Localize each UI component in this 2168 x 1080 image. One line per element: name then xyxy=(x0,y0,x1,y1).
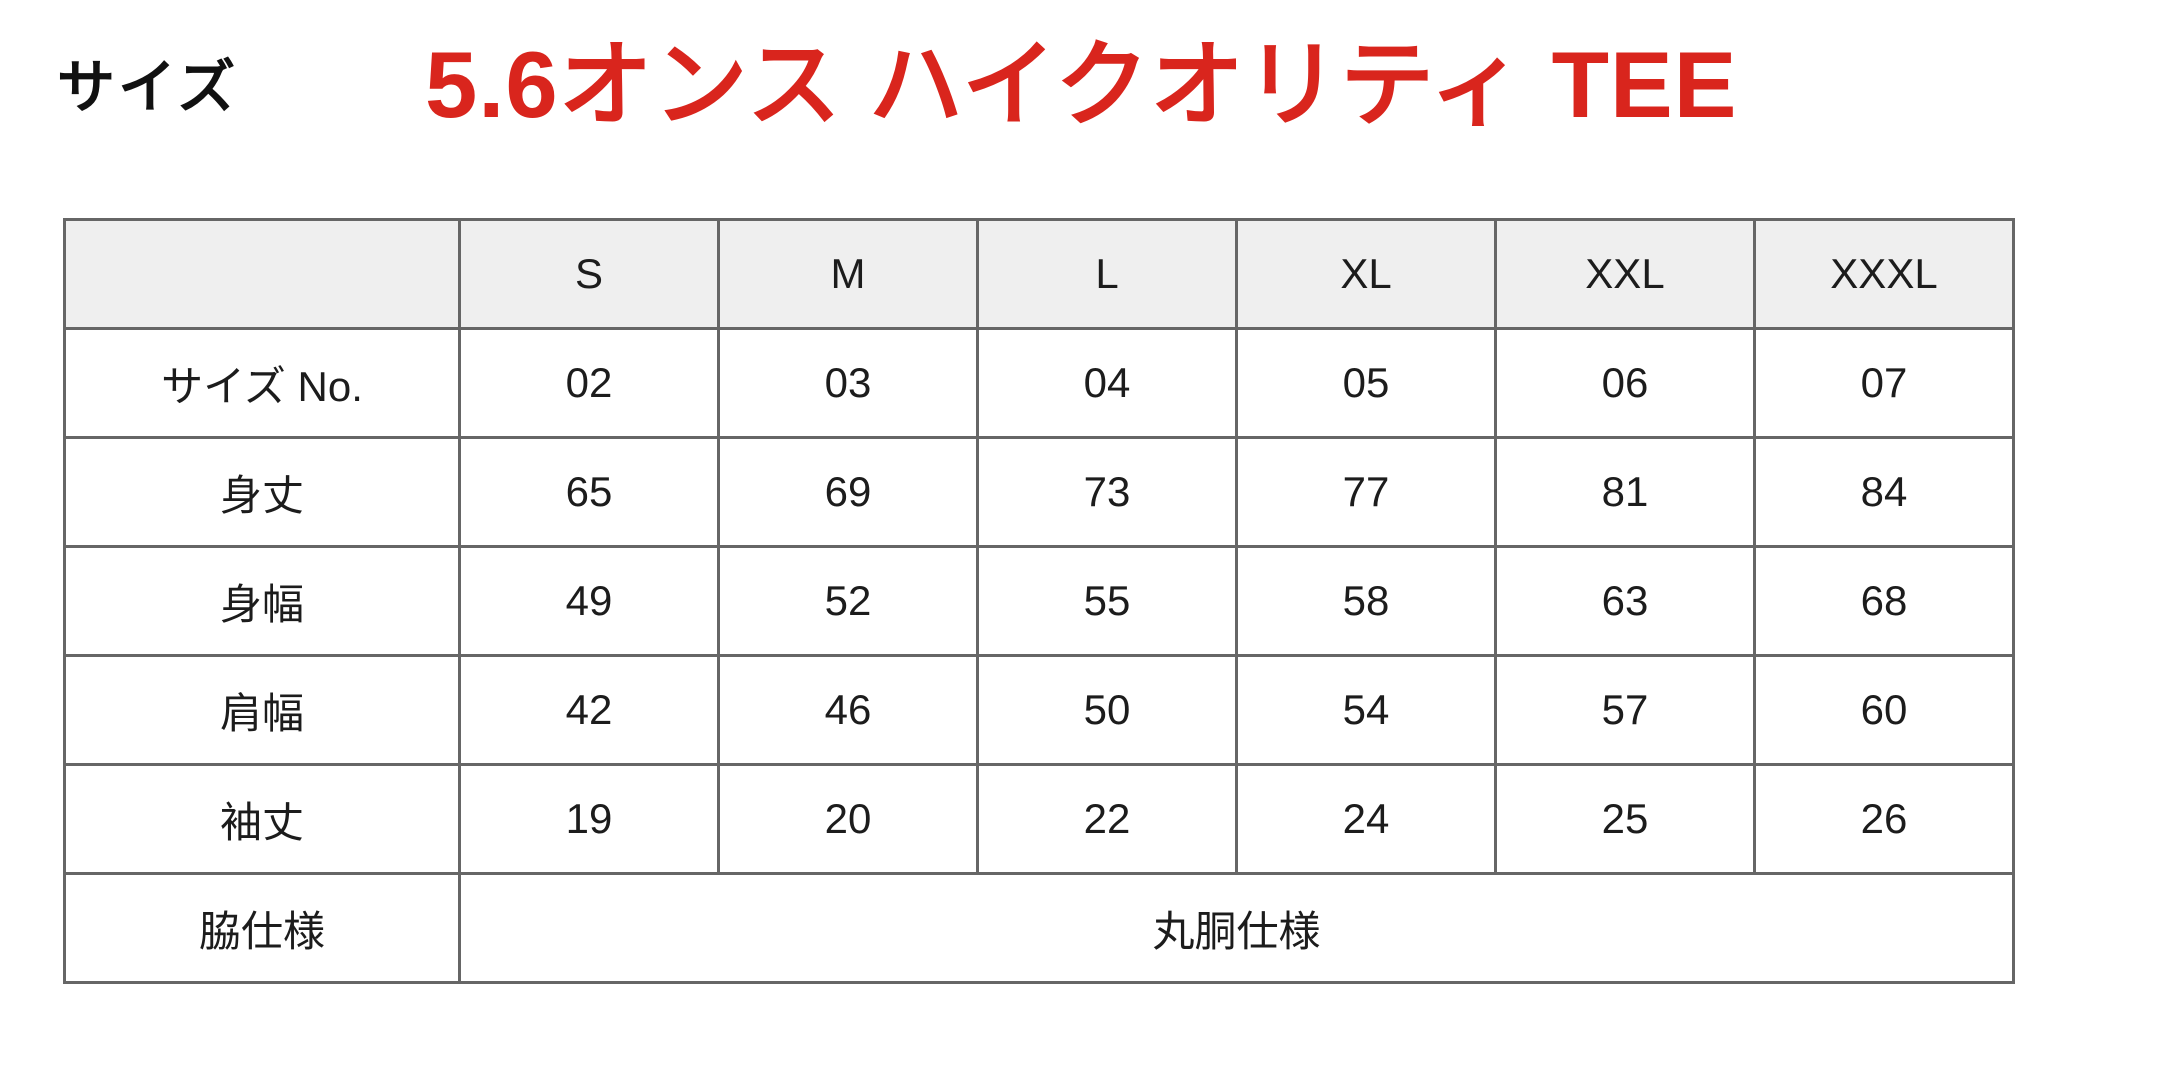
row-label-body-length: 身丈 xyxy=(63,436,461,548)
row-label-sleeve-length: 袖丈 xyxy=(63,763,461,875)
size-value-cell: 60 xyxy=(1753,654,2015,766)
table-row-body-length: 身丈 65 69 73 77 81 84 xyxy=(63,436,2015,548)
size-column-header-xxxl: XXXL xyxy=(1753,218,2015,330)
size-value-cell: 06 xyxy=(1494,327,1756,439)
table-row-shoulder-width: 肩幅 42 46 50 54 57 60 xyxy=(63,654,2015,766)
size-value-cell: 26 xyxy=(1753,763,2015,875)
product-title: 5.6オンス ハイクオリティ TEE xyxy=(425,32,1738,137)
size-value-cell: 22 xyxy=(976,763,1238,875)
size-value-cell: 02 xyxy=(458,327,720,439)
size-value-cell: 04 xyxy=(976,327,1238,439)
size-column-header-xl: XL xyxy=(1235,218,1497,330)
size-value-cell: 73 xyxy=(976,436,1238,548)
size-value-cell: 05 xyxy=(1235,327,1497,439)
size-value-cell: 25 xyxy=(1494,763,1756,875)
size-value-cell: 24 xyxy=(1235,763,1497,875)
size-value-cell: 81 xyxy=(1494,436,1756,548)
row-label-body-width: 身幅 xyxy=(63,545,461,657)
size-value-cell: 54 xyxy=(1235,654,1497,766)
size-value-cell: 46 xyxy=(717,654,979,766)
size-value-cell: 68 xyxy=(1753,545,2015,657)
size-column-header-l: L xyxy=(976,218,1238,330)
row-label-shoulder-width: 肩幅 xyxy=(63,654,461,766)
size-value-cell: 55 xyxy=(976,545,1238,657)
size-value-cell: 65 xyxy=(458,436,720,548)
row-label-size-no: サイズ No. xyxy=(63,327,461,439)
table-corner-cell xyxy=(63,218,461,330)
size-value-cell: 50 xyxy=(976,654,1238,766)
size-column-header-m: M xyxy=(717,218,979,330)
size-value-cell: 84 xyxy=(1753,436,2015,548)
size-value-cell: 07 xyxy=(1753,327,2015,439)
size-value-cell: 52 xyxy=(717,545,979,657)
size-value-cell: 20 xyxy=(717,763,979,875)
size-column-header-xxl: XXL xyxy=(1494,218,1756,330)
row-label-side-spec: 脇仕様 xyxy=(63,872,461,984)
size-value-cell: 69 xyxy=(717,436,979,548)
size-value-cell: 03 xyxy=(717,327,979,439)
size-table-header-row: S M L XL XXL XXXL xyxy=(63,218,2015,330)
table-row-side-spec: 脇仕様 丸胴仕様 xyxy=(63,872,2015,984)
size-value-cell: 57 xyxy=(1494,654,1756,766)
size-value-cell: 42 xyxy=(458,654,720,766)
size-value-cell: 77 xyxy=(1235,436,1497,548)
size-value-cell: 63 xyxy=(1494,545,1756,657)
size-value-cell: 49 xyxy=(458,545,720,657)
size-section-label: サイズ xyxy=(57,55,239,120)
side-spec-value-cell: 丸胴仕様 xyxy=(458,872,2015,984)
size-value-cell: 19 xyxy=(458,763,720,875)
size-table: S M L XL XXL XXXL サイズ No. 02 03 04 05 06… xyxy=(63,218,2015,984)
table-row-body-width: 身幅 49 52 55 58 63 68 xyxy=(63,545,2015,657)
table-row-size-no: サイズ No. 02 03 04 05 06 07 xyxy=(63,327,2015,439)
size-value-cell: 58 xyxy=(1235,545,1497,657)
table-row-sleeve-length: 袖丈 19 20 22 24 25 26 xyxy=(63,763,2015,875)
size-column-header-s: S xyxy=(458,218,720,330)
